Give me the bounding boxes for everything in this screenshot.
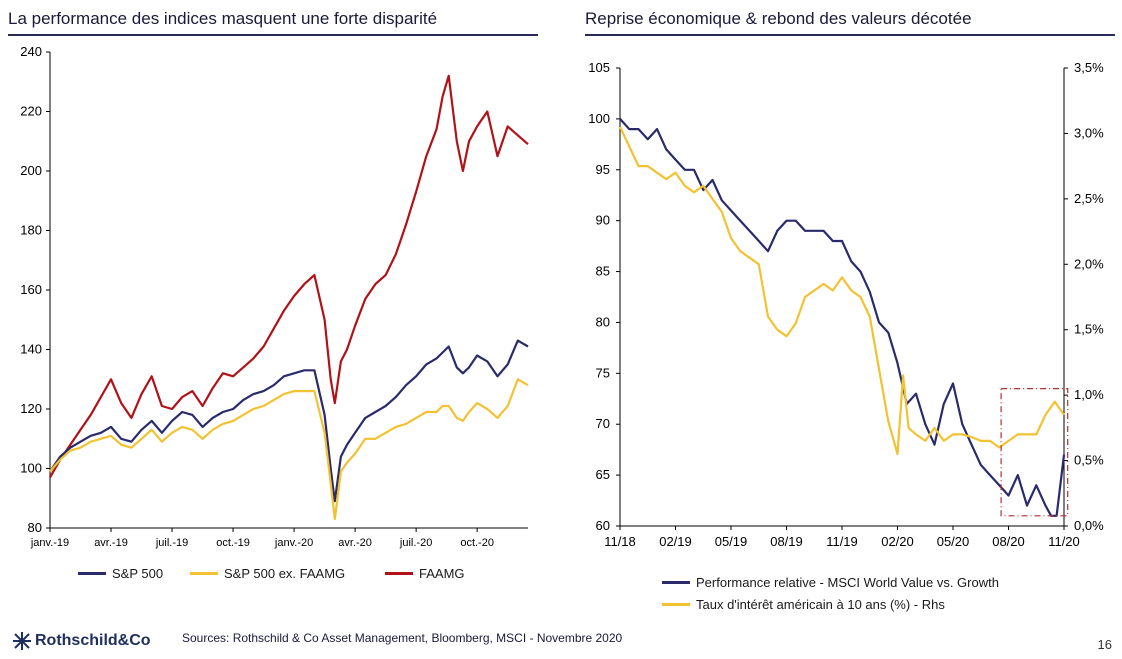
x-tick-label: 02/19 <box>659 534 692 549</box>
y-tick-label: 80 <box>596 314 610 329</box>
x-tick-label: oct.-20 <box>460 537 494 549</box>
left-legend-item-sp500-ex: S&P 500 ex. FAAMG <box>190 566 345 581</box>
left-chart: 80 100 120 140 160 180 200 220 240 janv.-19 avr.-1… <box>20 44 529 549</box>
y-tick-label: 80 <box>28 520 42 535</box>
y-tick-label: 95 <box>596 162 610 177</box>
y2-tick-label: 2,5% <box>1074 191 1104 206</box>
y-tick-label: 120 <box>20 401 42 416</box>
source-note: Sources: Rothschild & Co Asset Managemen… <box>182 631 623 645</box>
right-title-rule <box>585 34 1115 36</box>
series-line <box>49 339 529 503</box>
x-tick-label: avr.-20 <box>338 537 372 549</box>
y2-tick-label: 1,5% <box>1074 322 1104 337</box>
y-tick-label: 65 <box>596 467 610 482</box>
rothschild-logo: Rothschild&Co <box>12 631 151 651</box>
y-tick-label: 105 <box>588 60 610 75</box>
right-chart-title: Reprise économique & rebond des valeurs … <box>585 9 972 28</box>
right-legend-item-rate: Taux d'intérêt américain à 10 ans (%) - … <box>662 597 945 612</box>
y-tick-label: 75 <box>596 365 610 380</box>
x-tick-label: 08/19 <box>770 534 803 549</box>
legend-swatch-navy <box>78 572 106 575</box>
legend-label: Taux d'intérêt américain à 10 ans (%) - … <box>696 597 945 612</box>
x-tick-label: 11/20 <box>1048 534 1080 549</box>
x-tick-label: 11/19 <box>826 534 858 549</box>
y2-tick-label: 1,0% <box>1074 387 1104 402</box>
x-tick-label: 02/20 <box>881 534 914 549</box>
y2-tick-label: 3,0% <box>1074 125 1104 140</box>
y-tick-label: 60 <box>596 518 610 533</box>
y-tick-label: 70 <box>596 416 610 431</box>
y2-tick-label: 0,0% <box>1074 518 1104 533</box>
right-legend-item-perf: Performance relative - MSCI World Value … <box>662 575 999 590</box>
arrows-logo-icon <box>13 632 31 650</box>
y-tick-label: 140 <box>20 342 42 357</box>
y2-tick-label: 3,5% <box>1074 60 1104 75</box>
y-tick-label: 240 <box>20 44 42 59</box>
x-tick-label: juil.-20 <box>399 537 432 549</box>
highlight-box <box>1000 388 1069 517</box>
legend-label: FAAMG <box>419 566 465 581</box>
legend-label: Performance relative - MSCI World Value … <box>696 575 999 590</box>
y-tick-label: 100 <box>588 111 610 126</box>
series-line <box>49 74 529 478</box>
x-tick-label: 05/20 <box>937 534 970 549</box>
x-tick-label: 05/19 <box>715 534 748 549</box>
page-number: 16 <box>1097 637 1112 652</box>
y2-tick-label: 2,0% <box>1074 256 1104 271</box>
legend-swatch-navy <box>662 581 690 584</box>
y-tick-label: 90 <box>596 213 610 228</box>
series-line <box>49 378 529 521</box>
legend-swatch-red <box>385 572 413 575</box>
legend-label: S&P 500 <box>112 566 164 581</box>
x-tick-label: janv.-20 <box>274 537 313 549</box>
series-line <box>619 126 1065 456</box>
y-tick-label: 220 <box>20 104 42 119</box>
left-legend-item-sp500: S&P 500 <box>78 566 163 581</box>
legend-label: S&P 500 ex. FAAMG <box>224 566 346 581</box>
left-legend-item-faamg: FAAMG <box>385 566 465 581</box>
x-tick-label: 08/20 <box>992 534 1025 549</box>
left-chart-title: La performance des indices masquent une … <box>8 9 438 28</box>
y2-tick-label: 0,5% <box>1074 453 1104 468</box>
right-chart: 60 65 70 75 80 85 90 95 100 105 0,0% 0,5% 1,0% 1,5% 2,… <box>588 60 1104 549</box>
legend-swatch-gold <box>662 603 690 606</box>
x-tick-label: 11/18 <box>604 534 636 549</box>
x-tick-label: janv.-19 <box>30 537 69 549</box>
legend-swatch-gold <box>190 572 218 575</box>
y-tick-label: 85 <box>596 264 610 279</box>
x-tick-label: oct.-19 <box>216 537 250 549</box>
y-tick-label: 180 <box>20 223 42 238</box>
y-tick-label: 100 <box>20 461 42 476</box>
series-line <box>619 118 1066 517</box>
logo-text: Rothschild&Co <box>35 632 151 649</box>
x-tick-label: avr.-19 <box>94 537 128 549</box>
y-tick-label: 200 <box>20 163 42 178</box>
y-tick-label: 160 <box>20 282 42 297</box>
left-title-rule <box>8 34 538 36</box>
x-tick-label: juil.-19 <box>155 537 188 549</box>
